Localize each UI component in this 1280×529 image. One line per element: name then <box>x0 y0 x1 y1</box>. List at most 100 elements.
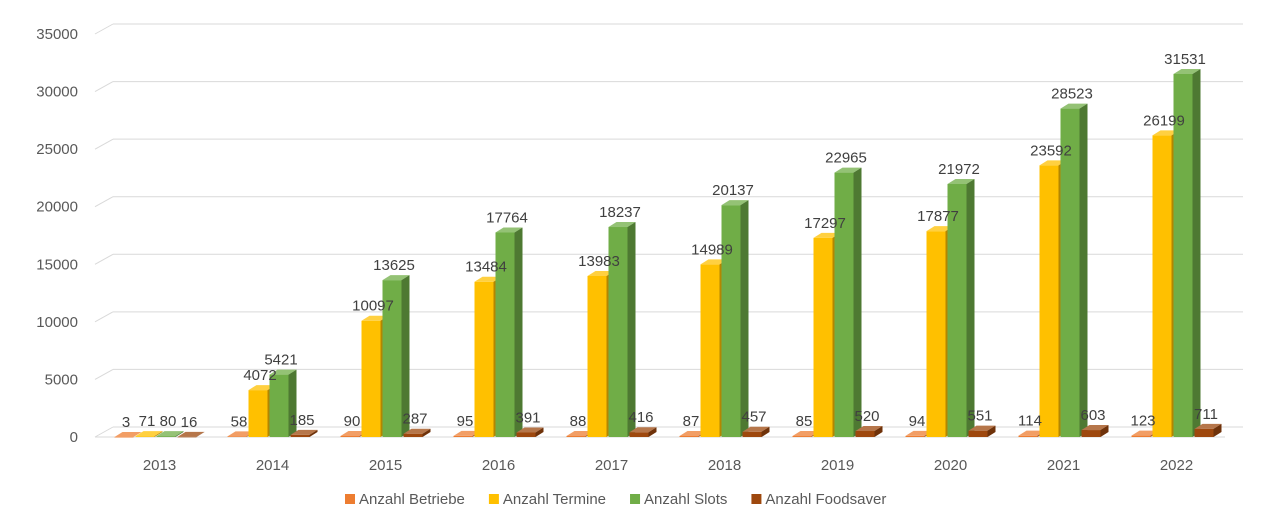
y-axis: 0 5000 10000 15000 20000 25000 30000 35000 <box>36 26 78 446</box>
x-tick-label: 2015 <box>369 457 402 474</box>
gridline-side <box>94 311 114 323</box>
data-label: 4072 <box>243 367 276 384</box>
data-label: 5421 <box>264 352 297 369</box>
data-label: 16 <box>181 414 198 431</box>
data-label: 88 <box>570 413 587 430</box>
gridline-side <box>94 368 114 380</box>
legend-item: Anzahl Foodsaver <box>751 491 886 508</box>
gridline-side <box>94 81 114 93</box>
data-label: 71 <box>139 413 156 430</box>
bar-2013-2 <box>156 431 184 437</box>
x-tick-label: 2020 <box>934 457 967 474</box>
data-label: 94 <box>909 413 926 430</box>
gridline-side <box>94 23 114 35</box>
legend-swatch <box>345 494 355 504</box>
data-label: 58 <box>231 413 248 430</box>
data-label: 22965 <box>825 150 867 167</box>
legend-item: Anzahl Termine <box>488 491 606 508</box>
y-tick-label: 35000 <box>36 26 78 43</box>
bars <box>114 68 1222 438</box>
data-label: 711 <box>1194 406 1218 423</box>
gridline-side <box>94 426 114 438</box>
x-axis: 2013 2014 2015 2016 2017 2018 2019 2020 2021 2022 <box>143 457 1193 474</box>
bar-2013-0 <box>114 431 142 438</box>
y-tick-label: 20000 <box>36 199 78 216</box>
x-tick-label: 2017 <box>595 457 628 474</box>
legend-swatch <box>751 494 762 504</box>
data-label: 13983 <box>578 253 620 270</box>
bar-2020-2 <box>947 179 975 437</box>
bar-2015-2 <box>382 275 410 437</box>
data-label: 17297 <box>804 215 846 232</box>
data-label: 13484 <box>465 259 507 276</box>
y-tick-label: 15000 <box>36 256 78 273</box>
x-tick-label: 2021 <box>1047 457 1080 474</box>
data-label: 10097 <box>352 298 394 315</box>
data-label: 287 <box>402 411 427 428</box>
data-label: 85 <box>796 413 813 430</box>
data-label: 123 <box>1130 413 1155 430</box>
data-label: 114 <box>1018 413 1042 430</box>
data-label: 603 <box>1080 407 1105 424</box>
data-label: 17764 <box>486 209 528 226</box>
gridline-side <box>94 138 114 150</box>
bar-2016-2 <box>495 227 523 437</box>
data-label: 416 <box>628 409 653 426</box>
data-label: 185 <box>289 412 314 429</box>
bar-2022-2 <box>1173 68 1201 437</box>
y-tick-label: 5000 <box>45 371 78 388</box>
data-label: 391 <box>515 409 540 426</box>
data-label: 95 <box>457 413 474 430</box>
gridline-side <box>94 253 114 265</box>
data-label: 31531 <box>1164 51 1206 68</box>
data-label: 80 <box>160 413 177 430</box>
bar-2018-2 <box>721 200 749 437</box>
gridline-side <box>94 196 114 208</box>
data-label: 87 <box>683 413 700 430</box>
data-label: 23592 <box>1030 142 1072 159</box>
x-tick-label: 2018 <box>708 457 741 474</box>
data-label: 13625 <box>373 257 415 274</box>
bar-2013-1 <box>135 431 163 437</box>
bar-2021-2 <box>1060 103 1088 437</box>
data-label: 457 <box>741 409 766 426</box>
bar-2017-3 <box>629 427 657 437</box>
data-label: 18237 <box>599 204 641 221</box>
data-label: 14989 <box>691 241 733 258</box>
data-label: 520 <box>854 408 879 425</box>
legend-item: Anzahl Betriebe <box>345 491 465 508</box>
gridlines <box>94 23 1243 438</box>
bar-2018-3 <box>742 426 770 437</box>
bar-2015-3 <box>403 428 431 437</box>
x-tick-label: 2019 <box>821 457 854 474</box>
bar-2022-3 <box>1194 423 1222 437</box>
x-tick-label: 2016 <box>482 457 515 474</box>
bar-2014-2 <box>269 369 297 437</box>
y-tick-label: 30000 <box>36 84 78 101</box>
bar-2021-3 <box>1081 425 1109 437</box>
legend-item: Anzahl Slots <box>630 491 727 508</box>
bar-2020-3 <box>968 425 996 437</box>
y-tick-label: 10000 <box>36 314 78 331</box>
data-label: 20137 <box>712 182 754 199</box>
legend-swatch <box>630 494 641 504</box>
bar-2014-3 <box>290 429 318 437</box>
data-label: 3 <box>122 414 130 431</box>
data-label: 90 <box>344 413 361 430</box>
bar-2017-2 <box>608 222 636 437</box>
legend: Anzahl Betriebe Anzahl Termine Anzahl Slot… <box>345 491 886 508</box>
x-tick-label: 2013 <box>143 457 176 474</box>
legend-label: Anzahl Slots <box>644 491 727 508</box>
bar-2019-2 <box>834 167 862 437</box>
legend-label: Anzahl Betriebe <box>359 491 465 508</box>
x-tick-label: 2014 <box>256 457 289 474</box>
y-tick-label: 0 <box>70 429 78 446</box>
y-tick-label: 25000 <box>36 141 78 158</box>
x-tick-label: 2022 <box>1160 457 1193 474</box>
bar-2013-3 <box>177 431 205 438</box>
bar-2019-3 <box>855 426 883 437</box>
legend-label: Anzahl Termine <box>503 491 606 508</box>
